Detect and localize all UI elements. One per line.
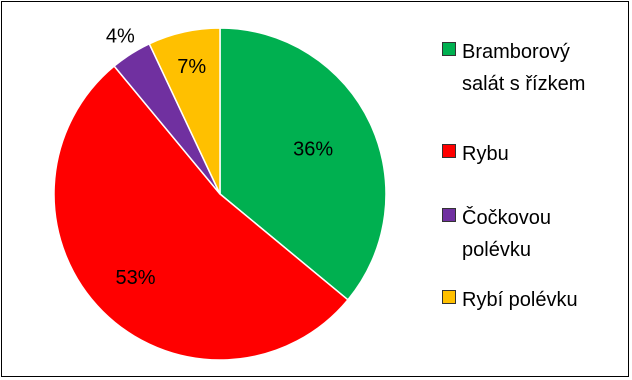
legend-label: Rybí polévku [462, 289, 578, 311]
data-label: 53% [115, 267, 155, 289]
legend-swatch-red [442, 144, 456, 158]
pie-slice [148, 27, 221, 195]
pie-chart: 36% 53% 4% 7% [53, 25, 387, 361]
legend-swatch-purple [442, 208, 456, 222]
data-label: 4% [106, 25, 135, 47]
legend-label: Čočkovou polévku [462, 207, 551, 261]
pie-slice [219, 27, 387, 301]
data-label: 36% [293, 138, 333, 160]
legend-label: Rybu [462, 143, 509, 165]
pie-slice [53, 65, 349, 361]
legend-item-rybu: Rybu [442, 138, 509, 170]
legend-item-ckovou-polevku: Čočkovou polévku [442, 202, 551, 266]
legend-swatch-green [442, 42, 456, 56]
legend: Bramborový salát s řízkem Rybu Čočkovou … [442, 2, 632, 378]
legend-label: Bramborový salát s řízkem [462, 41, 586, 95]
legend-item-rybi-polevku: Rybí polévku [442, 284, 578, 316]
data-label: 7% [177, 56, 206, 78]
legend-item-bramborovy-salat: Bramborový salát s řízkem [442, 36, 585, 100]
legend-swatch-orange [442, 290, 456, 304]
